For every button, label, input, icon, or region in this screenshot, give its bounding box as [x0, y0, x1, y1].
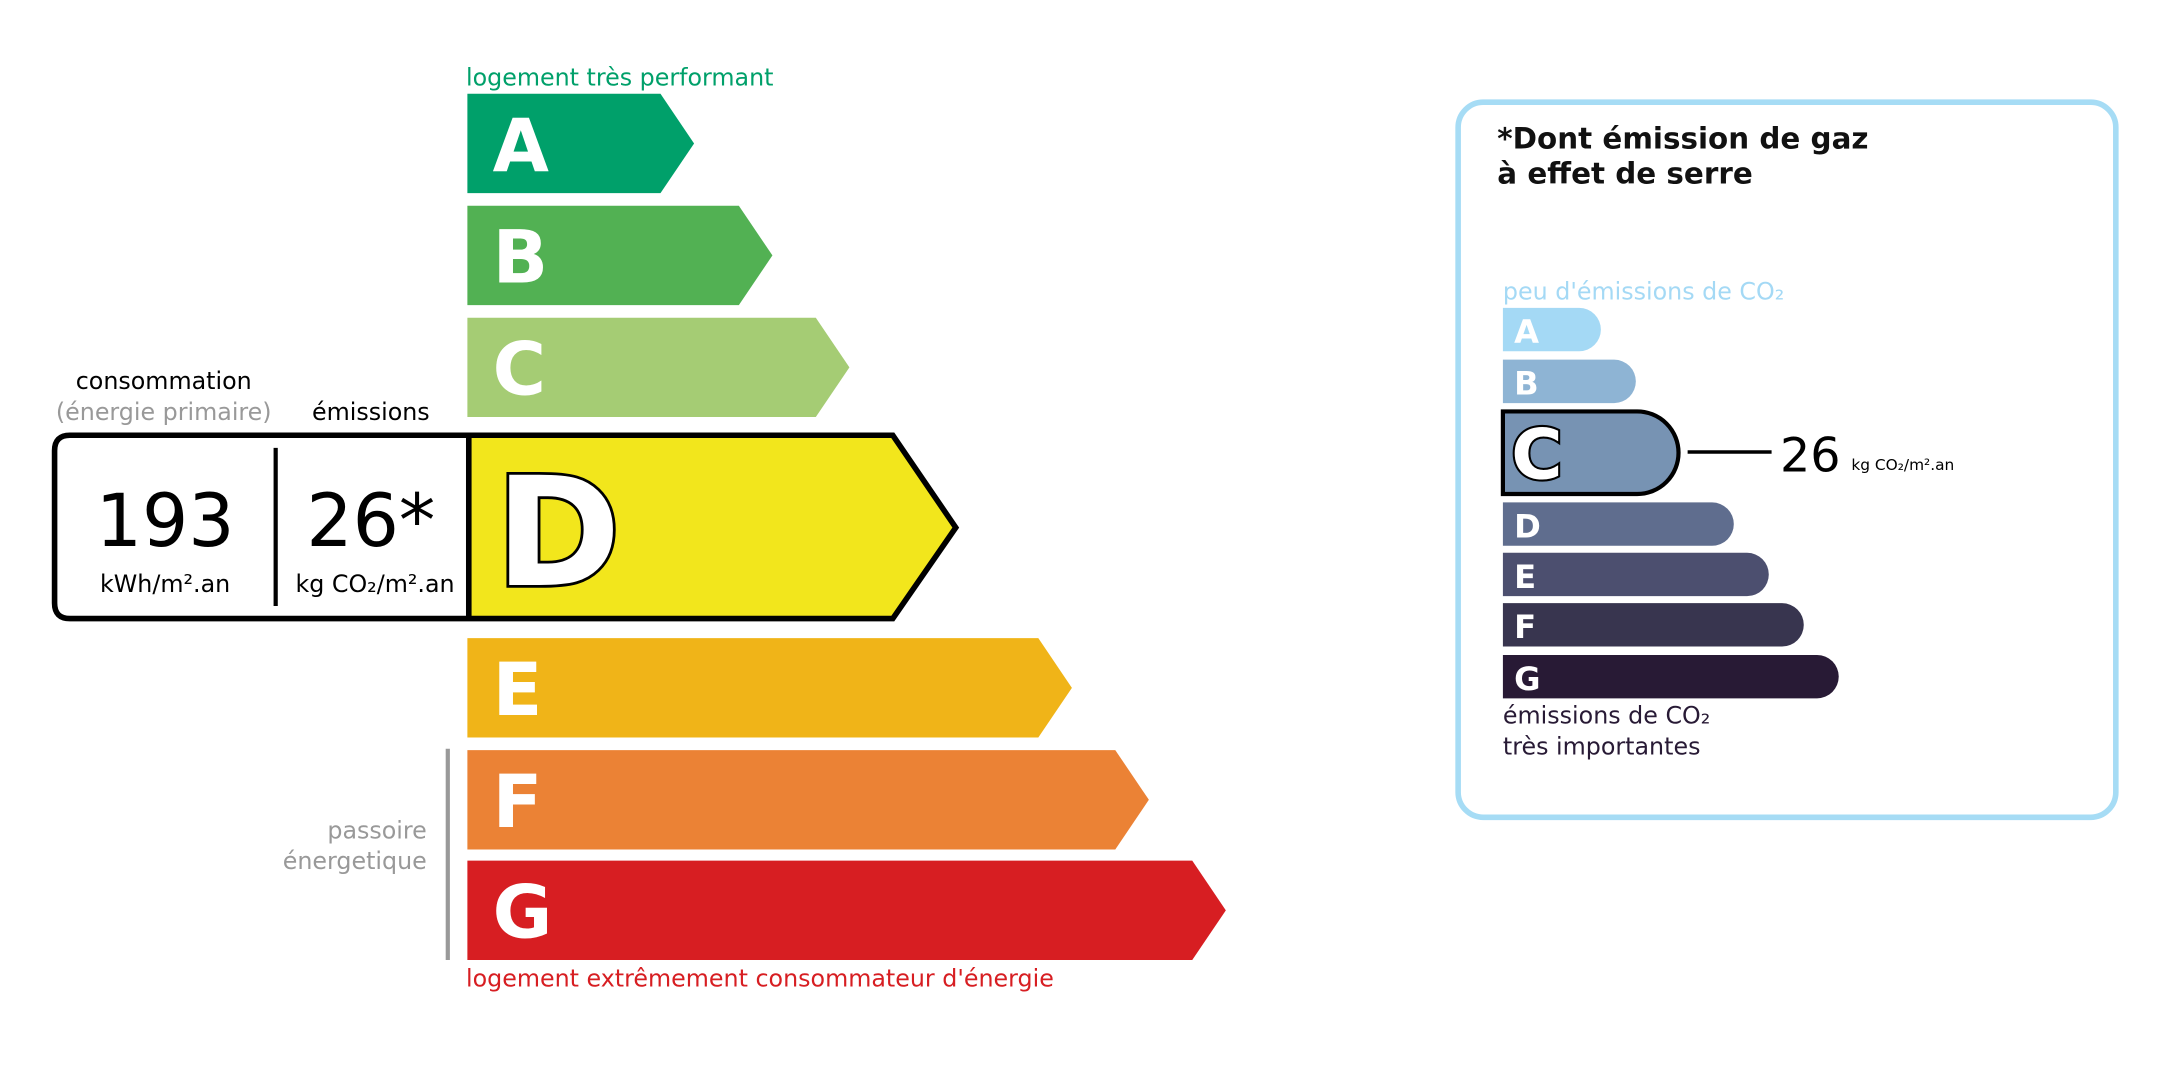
- ghg-class-letter: A: [1514, 313, 1539, 351]
- ghg-bottom-label-2: très importantes: [1503, 732, 1701, 760]
- current-ghg-letter: C: [1511, 415, 1562, 496]
- energy-class-bar-e: [467, 638, 1072, 738]
- ghg-class-letter: G: [1514, 660, 1540, 698]
- energy-top-label: logement très performant: [466, 63, 774, 91]
- ghg-class-bar-g: [1502, 654, 1839, 699]
- ghg-class-bar-f: [1502, 603, 1804, 647]
- energy-class-letter: C: [493, 328, 546, 413]
- ghg-class-bar-b: [1502, 359, 1636, 404]
- ghg-class-letter: D: [1514, 507, 1541, 545]
- emissions-label: émissions: [312, 398, 430, 426]
- consumption-value: 193: [96, 479, 235, 564]
- energy-class-letter: B: [493, 216, 548, 301]
- energy-class-bar-g: [467, 860, 1226, 961]
- passoire-label-2: énergetique: [283, 847, 427, 875]
- ghg-unit: kg CO₂/m².an: [1851, 456, 1954, 474]
- energy-bottom-label: logement extrêmement consommateur d'éner…: [466, 965, 1054, 993]
- energy-class-letter: G: [493, 871, 553, 956]
- energy-class-letter: F: [493, 760, 543, 845]
- energy-class-bar-a: [467, 93, 695, 194]
- ghg-class-bar-a: [1502, 307, 1601, 352]
- consumption-unit: kWh/m².an: [100, 570, 230, 598]
- ghg-class-bar-d: [1502, 502, 1734, 546]
- ghg-class-letter: B: [1514, 365, 1539, 403]
- ghg-class-letter: F: [1514, 608, 1536, 646]
- energy-class-bar-d: [468, 435, 956, 619]
- energy-class-letter: A: [493, 104, 549, 189]
- primary-energy-label: (énergie primaire): [56, 398, 272, 426]
- emission-value: 26*: [306, 479, 435, 564]
- ghg-value: 26: [1780, 429, 1841, 484]
- energy-class-bar-f: [467, 750, 1149, 850]
- ghg-class-bar-e: [1502, 552, 1769, 597]
- ghg-top-label: peu d'émissions de CO₂: [1503, 278, 1784, 306]
- passoire-label-1: passoire: [327, 816, 426, 844]
- current-energy-letter: D: [495, 445, 620, 621]
- ghg-title-2: à effet de serre: [1497, 156, 1752, 190]
- emission-unit: kg CO₂/m².an: [295, 570, 454, 598]
- ghg-title-1: *Dont émission de gaz: [1497, 121, 1868, 155]
- energy-class-bar-b: [467, 205, 773, 306]
- ghg-class-bar-c: [1500, 409, 1681, 497]
- consommation-label: consommation: [76, 367, 252, 395]
- ghg-class-letter: E: [1514, 558, 1536, 596]
- energy-class-bar-c: [467, 317, 850, 418]
- energy-class-letter: E: [493, 648, 543, 733]
- current-class-frame: [51, 432, 960, 622]
- ghg-bottom-label-1: émissions de CO₂: [1503, 702, 1710, 730]
